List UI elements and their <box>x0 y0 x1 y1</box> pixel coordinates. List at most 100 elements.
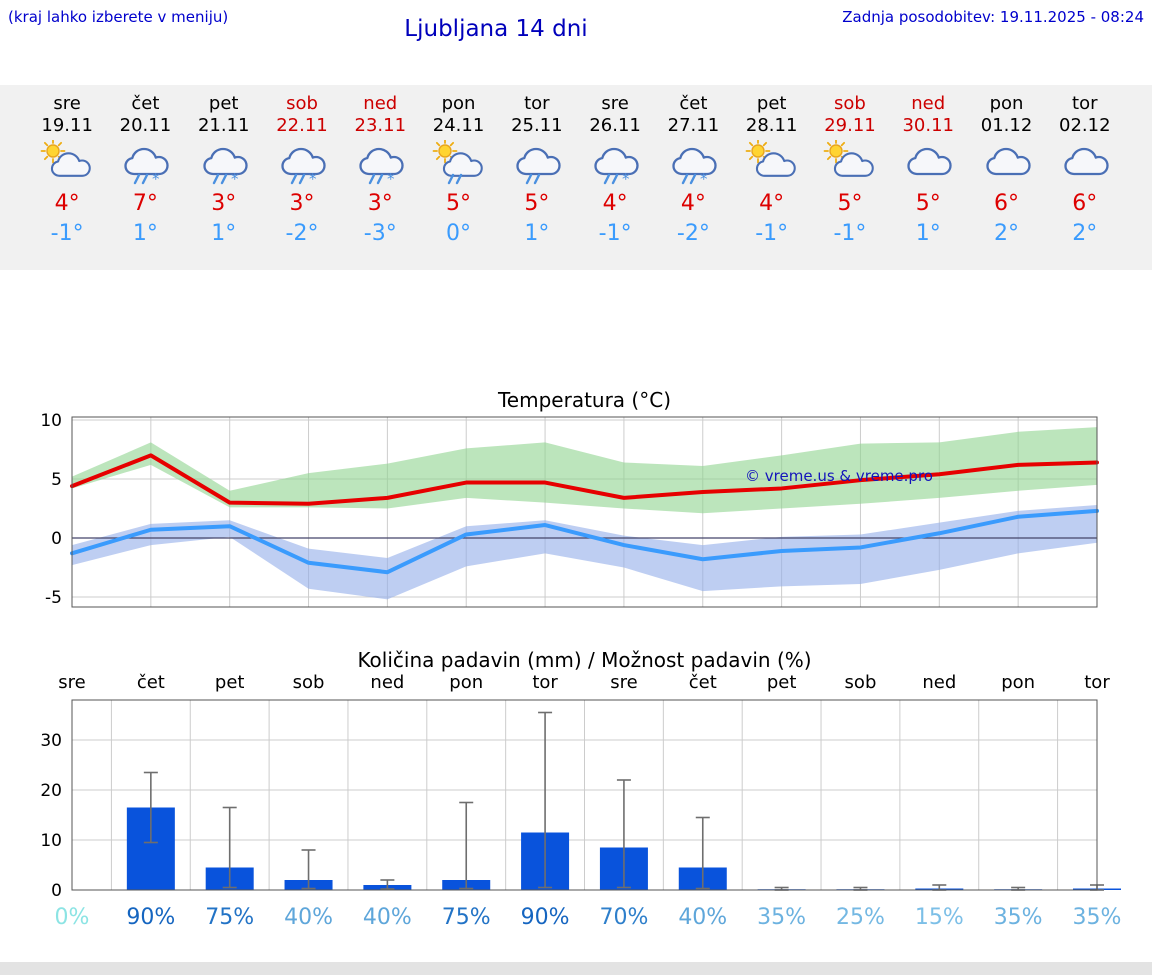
y-axis-label: 0 <box>51 881 62 901</box>
day-name: tor <box>1072 93 1098 114</box>
precip-probability: 35% <box>994 905 1043 930</box>
sleet-icon: * <box>203 147 248 188</box>
cloudy-icon <box>985 147 1031 176</box>
day-date: 20.11 <box>119 115 172 136</box>
temp-min: 1° <box>524 221 550 246</box>
min-temperatura-line <box>70 508 1099 575</box>
forecast-day: sre 26.11 * 4° -1° <box>576 93 654 270</box>
svg-text:*: * <box>152 170 160 186</box>
temp-min: 2° <box>994 221 1020 246</box>
temp-min: -2° <box>676 221 710 246</box>
chart-frame <box>71 699 1098 891</box>
precip-probability: 75% <box>442 905 491 930</box>
precip-day-label: pet <box>215 672 245 693</box>
precip-probability: 35% <box>1073 905 1122 930</box>
temp-max: 4° <box>54 191 80 216</box>
watermark: © vreme.us & vreme.pro <box>745 467 933 485</box>
weather-icon-wrap <box>1046 140 1124 188</box>
temp-max: 6° <box>1072 191 1098 216</box>
day-date: 02.12 <box>1059 115 1111 136</box>
weather-icon-wrap: * <box>263 140 341 188</box>
temp-max: 4° <box>680 191 706 216</box>
svg-text:*: * <box>231 170 239 186</box>
day-name: čet <box>131 93 160 114</box>
forecast-day: čet 20.11 * 7° 1° <box>106 93 184 270</box>
precip-probability: 90% <box>126 905 175 930</box>
day-name: ned <box>911 93 946 114</box>
menu-hint: (kraj lahko izberete v meniju) <box>8 8 229 26</box>
day-date: 23.11 <box>354 115 407 136</box>
cloudy-icon <box>907 147 952 176</box>
day-name: sre <box>53 93 81 114</box>
precip-probability: 0% <box>55 905 90 930</box>
precip-probability: 70% <box>599 905 648 930</box>
forecast-day: ned 30.11 5° 1° <box>889 93 967 270</box>
temp-min: 0° <box>446 221 472 246</box>
precip-probability: 35% <box>757 905 806 930</box>
day-name: pet <box>756 93 787 114</box>
y-axis-label: -5 <box>45 588 62 608</box>
forecast-day: sob 22.11 * 3° -2° <box>263 93 341 270</box>
temperature-chart: © vreme.us & vreme.pro -5 0 5 10 <box>40 411 1099 608</box>
precip-day-label: ned <box>370 672 404 693</box>
day-name: sob <box>286 93 318 114</box>
temp-max: 5° <box>837 191 863 216</box>
temp-max: 5° <box>446 191 472 216</box>
weather-icon-wrap: * <box>654 140 732 188</box>
temp-max: 4° <box>759 191 785 216</box>
weather-icon-wrap <box>28 138 106 188</box>
sleet-icon: * <box>672 147 718 188</box>
day-date: 24.11 <box>432 115 485 136</box>
sleet-icon: * <box>124 147 170 188</box>
svg-text:*: * <box>622 170 630 186</box>
y-axis-label: 0 <box>51 529 62 549</box>
forecast-day: pet 28.11 4° -1° <box>733 93 811 270</box>
min-razpon-band <box>72 504 1097 600</box>
weather-icon-wrap <box>967 140 1045 188</box>
footer-strip <box>0 962 1152 975</box>
forecast-day: čet 27.11 * 4° -2° <box>654 93 732 270</box>
svg-text:*: * <box>309 170 317 186</box>
temperatura-line <box>70 453 1099 506</box>
forecast-day: pet 21.11 * 3° 1° <box>185 93 263 270</box>
precip-day-label: pon <box>1001 672 1035 693</box>
precip-probability: 90% <box>521 905 570 930</box>
day-name: pet <box>208 93 239 114</box>
sleet-icon: * <box>359 147 404 188</box>
day-date: 22.11 <box>276 115 328 136</box>
day-date: 01.12 <box>980 115 1033 136</box>
partly-cloudy-icon <box>40 138 91 177</box>
temp-min: 1° <box>211 221 237 246</box>
temp-min: -1° <box>833 221 867 246</box>
day-name: tor <box>524 93 550 114</box>
precip-probability: 25% <box>836 905 885 930</box>
precip-day-label: pet <box>767 672 797 693</box>
sleet-icon: * <box>594 147 639 188</box>
day-date: 27.11 <box>667 115 720 136</box>
temp-min: 2° <box>1072 221 1098 246</box>
day-name: čet <box>679 93 708 114</box>
weather-icon-wrap <box>889 140 967 188</box>
day-date: 29.11 <box>824 115 876 136</box>
precip-probability: 40% <box>284 905 333 930</box>
page-title: Ljubljana 14 dni <box>404 16 588 42</box>
temp-max: 5° <box>524 191 550 216</box>
day-date: 30.11 <box>902 115 954 136</box>
precip-day-label: sob <box>293 672 325 693</box>
day-date: 21.11 <box>197 115 250 136</box>
temp-max: 4° <box>602 191 628 216</box>
temp-max: 5° <box>915 191 941 216</box>
precip-day-label: sre <box>58 672 85 693</box>
y-axis-label: 20 <box>40 781 62 801</box>
precip-day-label: tor <box>532 672 558 693</box>
precip-day-label: sre <box>610 672 637 693</box>
precip-probability: 15% <box>915 905 964 930</box>
precip-day-label: pon <box>449 672 483 693</box>
svg-text:*: * <box>387 170 395 186</box>
partly-cloudy-icon <box>823 138 874 177</box>
sleet-icon: * <box>281 147 326 188</box>
precip-day-label: čet <box>137 672 165 693</box>
forecast-day: tor 25.11 5° 1° <box>498 93 576 270</box>
temp-min: -2° <box>285 221 319 246</box>
cloudy-icon <box>1064 147 1109 176</box>
